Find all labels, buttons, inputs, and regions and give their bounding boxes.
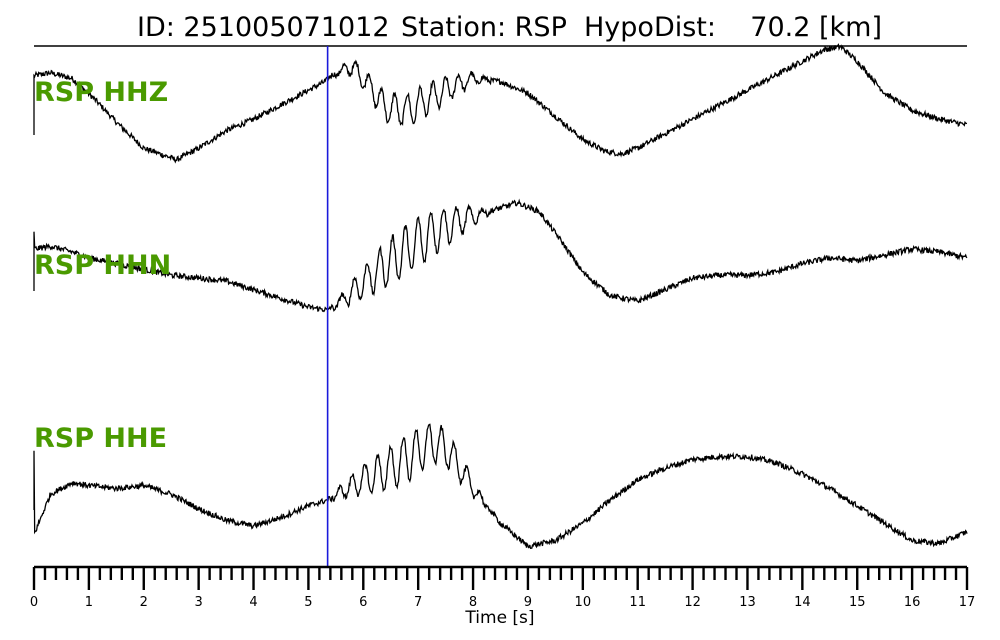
- tick-label: 1: [85, 595, 93, 610]
- tick-label: 10: [575, 595, 592, 610]
- trace-hhe: [33, 423, 968, 550]
- channel-label-hhz: RSP HHZ: [34, 77, 168, 108]
- tick-label: 15: [849, 595, 866, 610]
- time-axis-label: Time [s]: [464, 608, 534, 628]
- tick-label: 17: [959, 595, 976, 610]
- tick-label: 4: [249, 595, 257, 610]
- tick-label: 2: [140, 595, 148, 610]
- tick-label: 9: [524, 595, 532, 610]
- tick-label: 8: [469, 595, 477, 610]
- tick-label: 11: [629, 595, 646, 610]
- channel-label-hhn: RSP HHN: [34, 250, 171, 281]
- tick-label: 12: [684, 595, 701, 610]
- tick-label: 5: [304, 595, 312, 610]
- tick-label: 16: [904, 595, 921, 610]
- channel-label-hhe: RSP HHE: [34, 423, 167, 454]
- tick-label: 14: [794, 595, 811, 610]
- hypodist-label: HypoDist: 70.2 [km]: [584, 12, 882, 43]
- trace-hhz: [33, 43, 968, 164]
- trace-group: [33, 43, 968, 550]
- tick-label: 13: [739, 595, 756, 610]
- tick-label: 7: [414, 595, 422, 610]
- tick-label: 6: [359, 595, 367, 610]
- time-axis-ticks: [32, 567, 969, 590]
- tick-label: 3: [195, 595, 203, 610]
- tick-label: 0: [30, 595, 38, 610]
- event-id-label: ID: 251005071012: [137, 12, 390, 43]
- station-label: Station: RSP: [401, 12, 567, 43]
- trace-hhn: [33, 198, 968, 313]
- time-axis-tick-labels: 0 1 2 3 4 5 6 7 8 9 10 11 12 13 14 15 16 17: [30, 595, 975, 610]
